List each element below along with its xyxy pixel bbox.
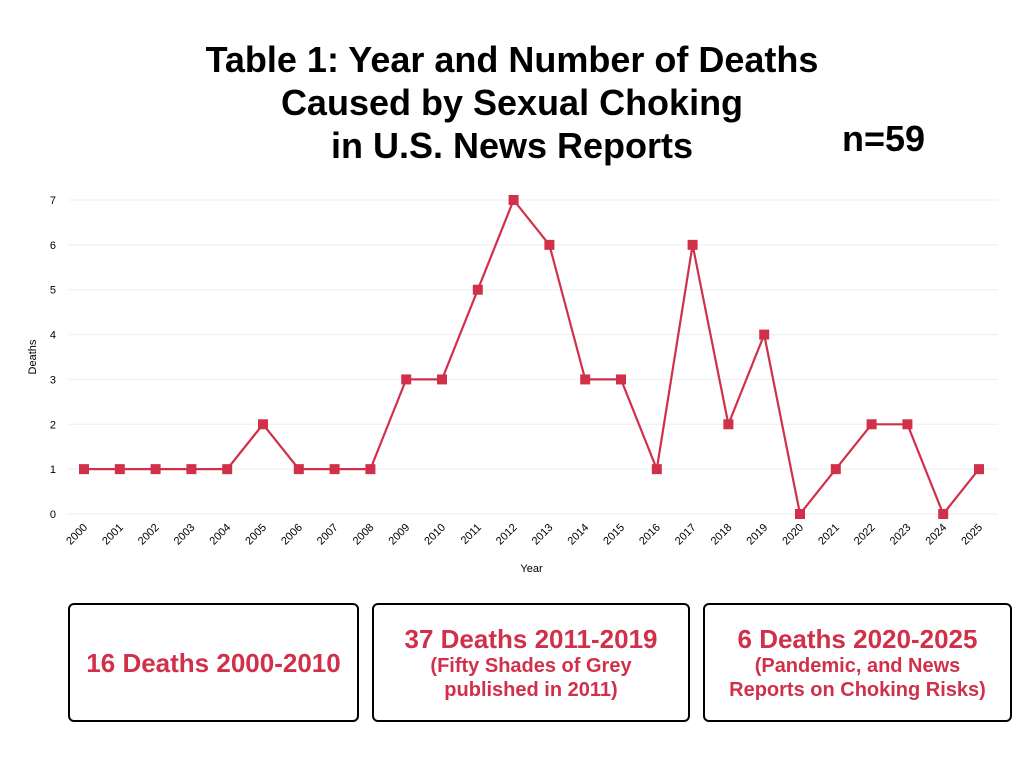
data-point-2025 (974, 464, 984, 475)
data-point-2023 (902, 419, 913, 430)
x-tick-label: 2016 (637, 522, 663, 548)
x-tick-label: 2000 (64, 522, 90, 548)
summary-box-2020-2025: 6 Deaths 2020-2025 (Pandemic, and News R… (703, 603, 1012, 722)
series-line-deaths (84, 197, 980, 517)
y-tick-label: 3 (50, 374, 56, 386)
y-tick-labels: 0 1 2 3 4 5 6 7 (50, 195, 56, 521)
x-tick-label: 2021 (816, 522, 842, 548)
data-point-2001 (114, 464, 125, 475)
data-point-2016 (651, 464, 662, 475)
y-tick-label: 7 (50, 195, 56, 207)
x-tick-label: 2010 (422, 522, 448, 548)
y-tick-label: 1 (50, 464, 56, 476)
x-tick-label: 2008 (351, 522, 377, 548)
data-point-2020 (795, 509, 805, 519)
title-line-2: Caused by Sexual Choking (280, 82, 744, 123)
data-point-2021 (830, 464, 841, 475)
x-axis-label: Year (520, 563, 543, 575)
data-point-2015 (616, 374, 626, 385)
x-tick-label: 2024 (924, 522, 950, 548)
y-tick-label: 0 (50, 509, 56, 521)
x-tick-label: 2013 (530, 522, 556, 548)
y-tick-label: 6 (50, 240, 56, 252)
data-point-2011 (472, 284, 483, 295)
data-point-2009 (401, 374, 412, 385)
data-point-2010 (437, 374, 447, 385)
x-tick-label: 2023 (888, 522, 914, 548)
title-line-1: Table 1: Year and Number of Deaths (205, 39, 819, 80)
x-tick-label: 2020 (780, 522, 806, 548)
data-point-2006 (293, 464, 304, 475)
data-point-2012 (508, 195, 519, 205)
series-markers (79, 195, 984, 519)
summary-box-note-line: (Fifty Shades of Grey (430, 654, 632, 677)
x-tick-label: 2019 (745, 522, 771, 548)
x-tick-label: 2003 (172, 522, 198, 548)
x-tick-label: 2006 (279, 522, 305, 548)
x-tick-labels: 2000 2001 2002 2003 2004 2005 2006 2007 2008 2009… (64, 522, 985, 548)
data-point-2000 (79, 464, 89, 475)
summary-box-heading: 16 Deaths 2000-2010 (86, 647, 341, 678)
gridlines (68, 199, 998, 515)
x-tick-label: 2025 (959, 522, 985, 548)
title-line-3: in U.S. News Reports (330, 125, 694, 166)
summary-box-note-line: Reports on Choking Risks) (729, 678, 986, 701)
data-point-2004 (222, 464, 233, 475)
data-point-2007 (329, 464, 340, 475)
x-tick-label: 2018 (709, 522, 735, 548)
sample-size-label: n=59 (842, 118, 926, 159)
data-point-2022 (866, 419, 877, 430)
data-point-2005 (258, 419, 268, 430)
x-tick-label: 2012 (494, 522, 520, 548)
x-tick-label: 2002 (136, 522, 162, 548)
y-tick-label: 5 (50, 285, 56, 297)
summary-box-note-line: (Pandemic, and News (754, 654, 961, 677)
x-tick-label: 2001 (100, 522, 126, 548)
data-point-2018 (723, 419, 734, 430)
data-point-2002 (150, 464, 161, 475)
x-tick-label: 2022 (852, 522, 878, 548)
data-point-2013 (544, 239, 555, 250)
data-point-2024 (938, 509, 949, 519)
data-point-2019 (759, 329, 770, 340)
y-axis-label: Deaths (27, 339, 39, 374)
data-point-2003 (186, 464, 197, 475)
x-tick-label: 2014 (566, 522, 592, 548)
x-tick-label: 2004 (208, 522, 234, 548)
chart-title: Table 1: Year and Number of Deaths Cause… (0, 38, 1024, 167)
summary-box-note-line: published in 2011) (444, 678, 618, 701)
summary-box-heading: 6 Deaths 2020-2025 (737, 623, 978, 654)
x-tick-label: 2007 (315, 522, 341, 548)
x-tick-label: 2009 (387, 522, 413, 548)
x-tick-label: 2011 (459, 522, 484, 547)
data-point-2008 (365, 464, 376, 475)
x-tick-label: 2017 (673, 522, 699, 548)
y-tick-label: 4 (50, 330, 56, 342)
data-point-2014 (580, 374, 591, 385)
summary-box-2011-2019: 37 Deaths 2011-2019 (Fifty Shades of Gre… (372, 603, 690, 722)
x-tick-label: 2005 (243, 522, 269, 548)
summary-box-2000-2010: 16 Deaths 2000-2010 (68, 603, 359, 722)
y-tick-label: 2 (50, 419, 56, 431)
data-point-2017 (687, 239, 698, 250)
summary-box-heading: 37 Deaths 2011-2019 (404, 623, 658, 654)
x-tick-label: 2015 (601, 522, 627, 548)
